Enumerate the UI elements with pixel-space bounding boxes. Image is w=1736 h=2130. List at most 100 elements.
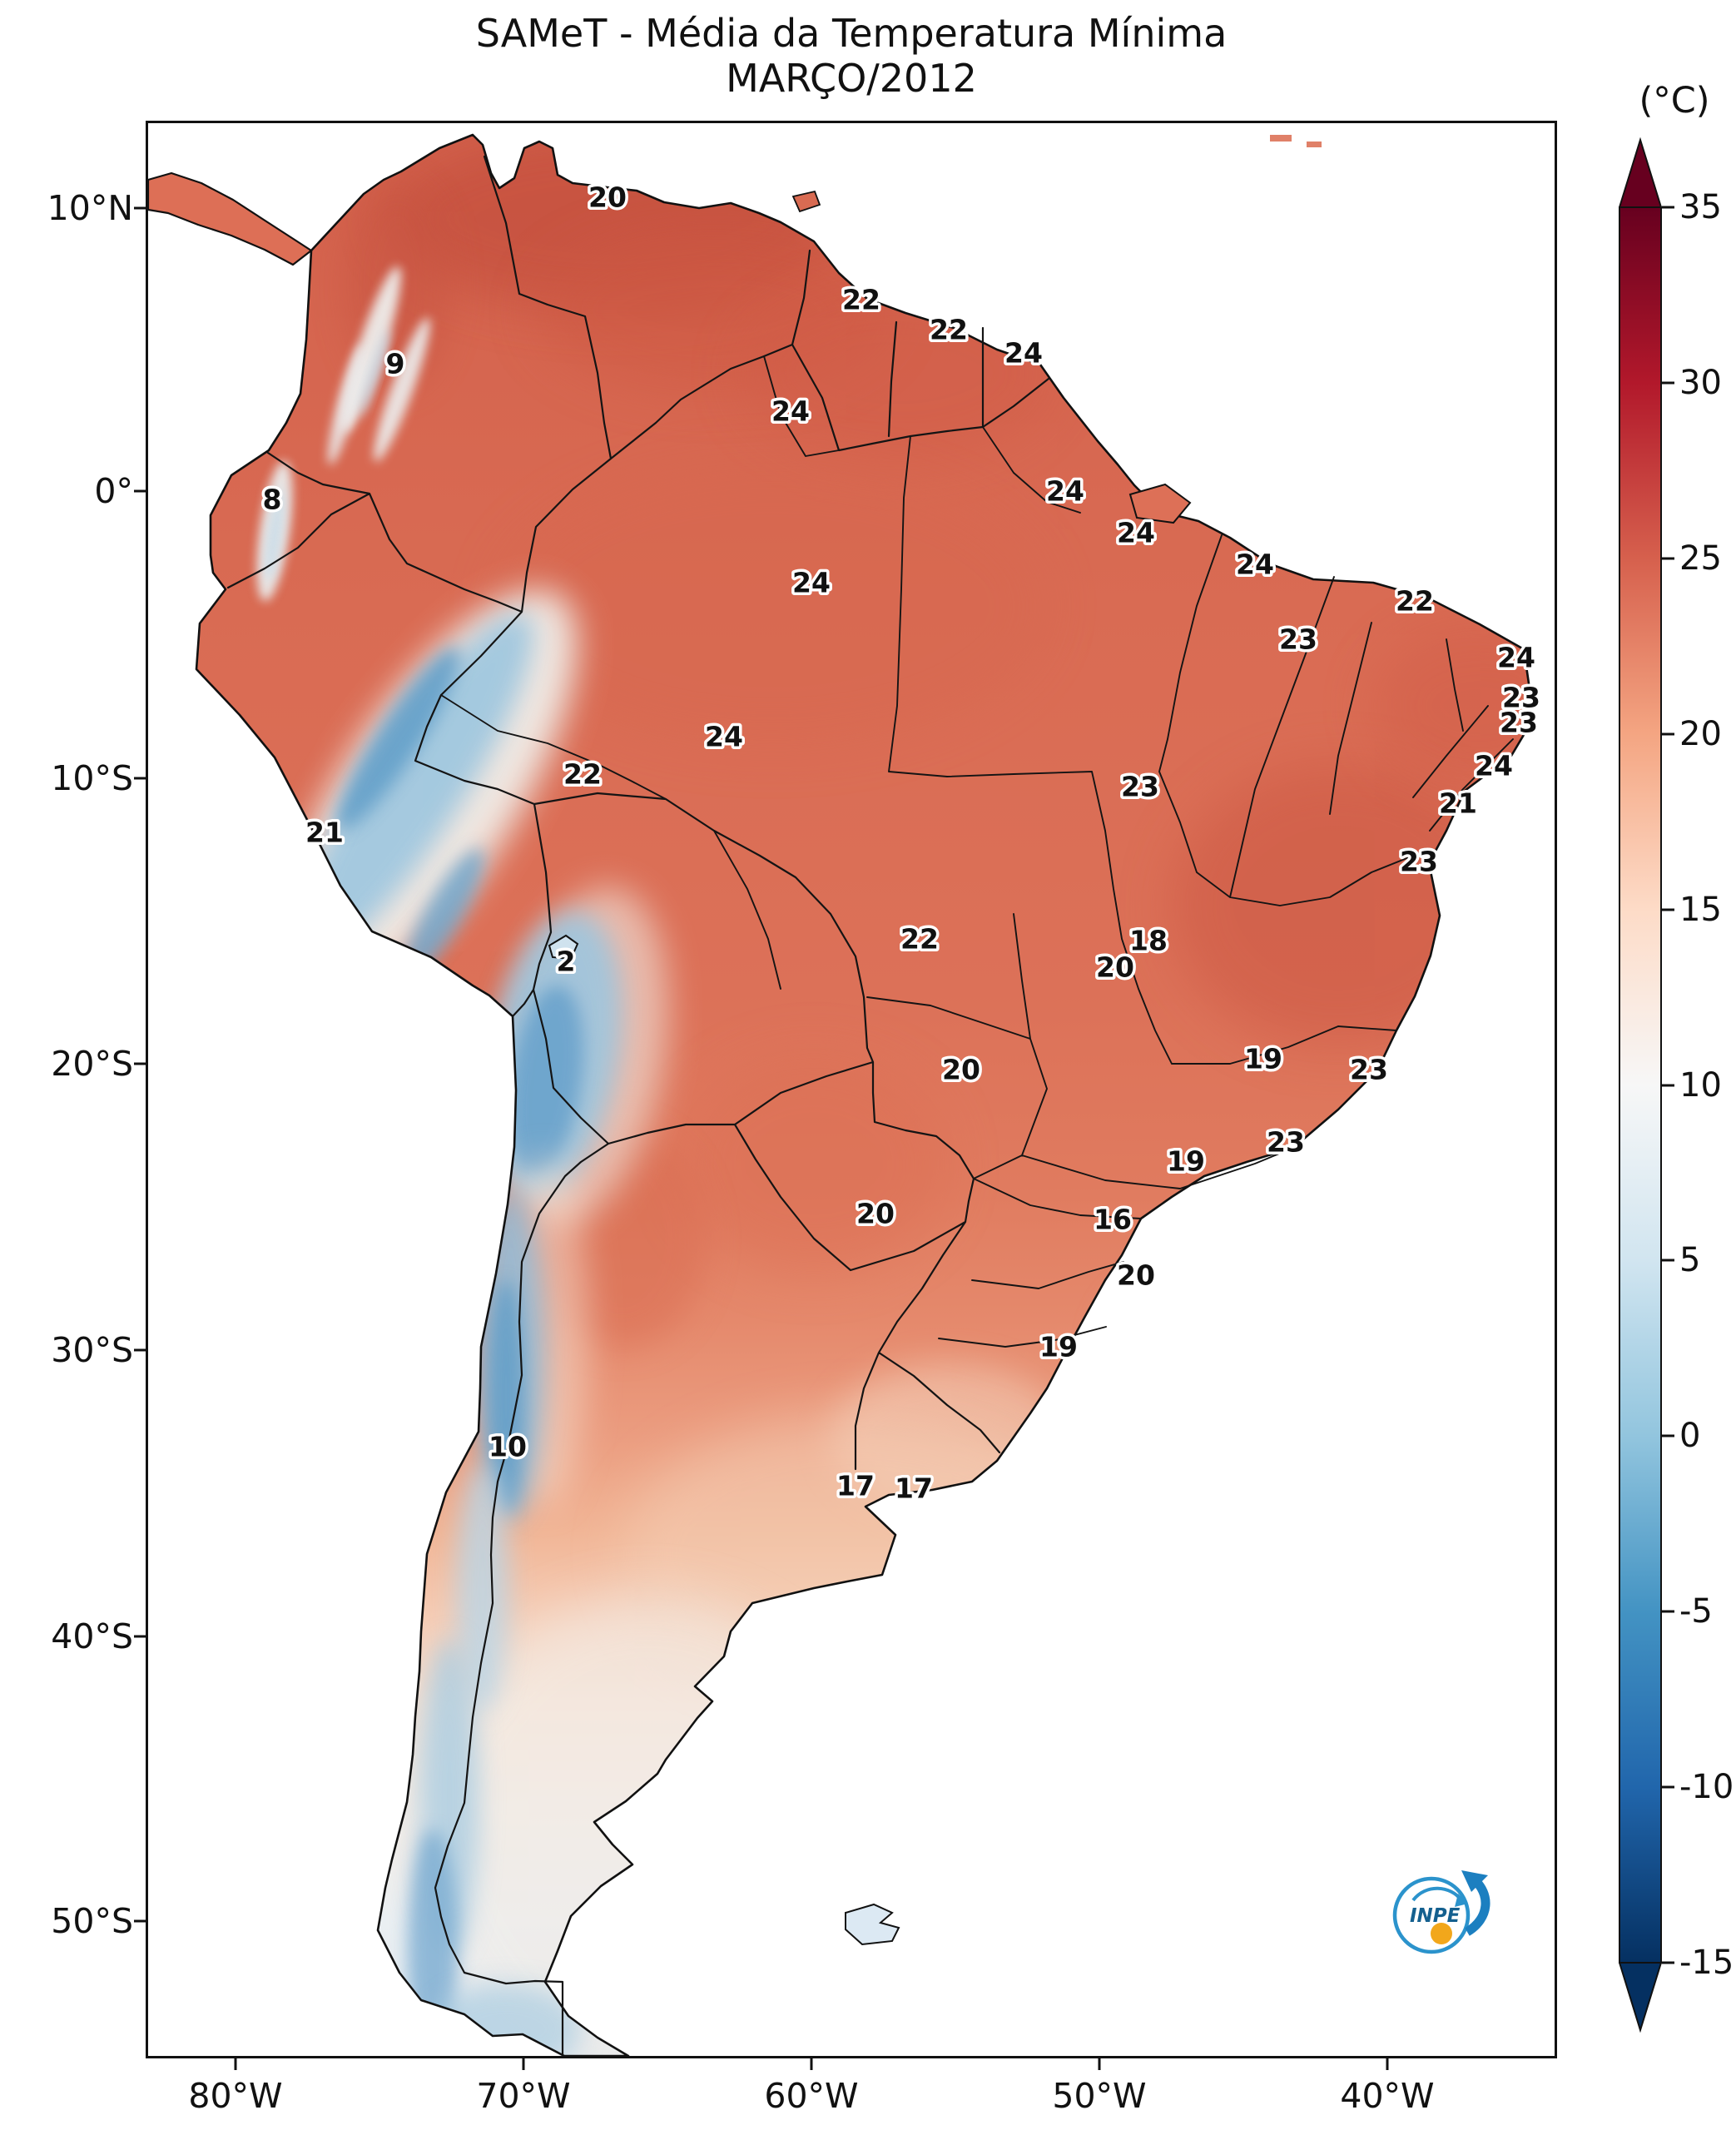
lat-tick-label: 40°S	[51, 1616, 133, 1656]
temperature-label: 22	[842, 284, 880, 316]
lat-tick-label: 10°N	[47, 188, 133, 228]
lon-tick-label: 70°W	[476, 2076, 571, 2116]
lat-tick-label: 50°S	[51, 1901, 133, 1941]
lon-tickmark	[522, 2058, 525, 2070]
colorbar-tickmark	[1662, 1961, 1674, 1964]
temperature-label: 10	[489, 1431, 527, 1463]
temperature-label: 23	[1400, 846, 1438, 878]
lon-tick-label: 60°W	[764, 2076, 859, 2116]
temperature-label: 8	[263, 484, 282, 516]
colorbar-tick-label: 5	[1679, 1241, 1701, 1280]
lon-tick-label: 80°W	[188, 2076, 283, 2116]
temperature-label: 19	[1039, 1331, 1078, 1363]
temperature-label: 17	[895, 1472, 933, 1505]
temperature-label: 22	[900, 923, 939, 956]
colorbar-tickmark	[1662, 1785, 1674, 1789]
colorbar-tickmark	[1662, 381, 1674, 385]
lat-tickmark	[134, 1062, 146, 1065]
temperature-label: 16	[1094, 1204, 1132, 1236]
lon-tickmark	[234, 2058, 237, 2070]
temperature-label: 24	[1117, 517, 1155, 549]
colorbar-over-arrow	[1619, 137, 1662, 208]
inpe-logo: INPE	[1392, 1870, 1490, 1954]
colorbar-tick-label: 10	[1679, 1065, 1722, 1105]
panama-strip	[148, 171, 313, 266]
colorbar-gradient	[1619, 206, 1662, 1964]
lat-tickmark	[134, 1919, 146, 1923]
temperature-label: 23	[1121, 771, 1159, 803]
continent-temperature-field	[196, 135, 1532, 2056]
inpe-logo-arrowhead	[1461, 1870, 1488, 1892]
temperature-label: 19	[1167, 1145, 1205, 1178]
lon-tickmark	[810, 2058, 813, 2070]
temperature-label: 20	[942, 1054, 980, 1086]
trinidad-island	[791, 190, 821, 213]
temperature-label: 24	[705, 721, 743, 753]
temperature-label: 24	[1497, 642, 1535, 674]
colorbar-tickmark	[1662, 1259, 1674, 1262]
temperature-label: 21	[305, 817, 344, 849]
lon-tickmark	[1386, 2058, 1389, 2070]
temperature-label: 22	[930, 314, 968, 346]
temperature-label: 20	[588, 181, 627, 214]
falkland-islands	[845, 1903, 900, 1946]
temperature-label: 24	[792, 567, 831, 599]
lat-tickmark	[134, 777, 146, 780]
lat-tick-label: 10°S	[51, 758, 133, 798]
temperature-label: 24	[771, 395, 810, 428]
temperature-label: 22	[563, 758, 602, 791]
colorbar-tick-label: -15	[1679, 1944, 1734, 1982]
inpe-logo-circle	[1392, 1876, 1471, 1954]
temperature-label: 18	[1129, 925, 1168, 957]
colorbar-unit-label: (°C)	[1639, 80, 1710, 122]
colorbar-tickmark	[1662, 557, 1674, 560]
temperature-label: 17	[836, 1470, 875, 1502]
temperature-label: 24	[1236, 549, 1274, 581]
temperature-label: 24	[1046, 475, 1084, 508]
temperature-label: 23	[1350, 1054, 1388, 1086]
inpe-logo-swirl-arrowhead	[1455, 1894, 1468, 1907]
colorbar-tick-label: 0	[1679, 1417, 1701, 1456]
lat-tick-label: 20°S	[51, 1044, 133, 1084]
colorbar-tickmark	[1662, 1084, 1674, 1086]
temperature-label: 23	[1502, 682, 1540, 714]
lat-tickmark	[134, 206, 146, 210]
inpe-logo-orange-dot	[1431, 1923, 1452, 1944]
temperature-label: 21	[1439, 787, 1477, 820]
colorbar-tick-label: -5	[1679, 1592, 1713, 1631]
colorbar-tick-label: 20	[1679, 714, 1722, 753]
temperature-label: 9	[386, 348, 405, 380]
temperature-label: 20	[1117, 1259, 1155, 1292]
lake-titicaca	[548, 934, 579, 961]
temperature-label: 24	[1004, 337, 1043, 370]
lat-tickmark	[134, 1635, 146, 1638]
temperature-label: 2	[557, 946, 576, 978]
colorbar	[1619, 137, 1662, 2033]
temperature-label: 20	[856, 1198, 895, 1230]
marajo-island	[1128, 483, 1192, 524]
temperature-label: 19	[1244, 1043, 1282, 1075]
lat-tick-label: 30°S	[51, 1330, 133, 1370]
inpe-logo-swirl	[1411, 1886, 1463, 1902]
temperature-label: 23	[1267, 1126, 1305, 1159]
colorbar-tickmark	[1662, 1610, 1674, 1613]
temperature-label: 23	[1500, 707, 1538, 739]
colorbar-tick-label: 30	[1679, 363, 1722, 402]
colorbar-tick-label: 15	[1679, 890, 1722, 929]
lat-tickmark	[134, 1348, 146, 1352]
inpe-logo-text: INPE	[1410, 1905, 1461, 1927]
colorbar-tickmark	[1662, 1434, 1674, 1437]
temperature-label: 20	[1096, 951, 1134, 984]
colorbar-tick-label: 35	[1679, 188, 1722, 226]
page-subtitle: MARÇO/2012	[726, 56, 977, 101]
lat-tick-label: 0°	[94, 471, 133, 511]
colorbar-under-arrow	[1619, 1962, 1662, 2033]
page-title: SAMeT - Média da Temperatura Mínima	[475, 11, 1228, 56]
colorbar-tickmark	[1662, 732, 1674, 736]
temperature-label: 23	[1279, 623, 1317, 656]
temperature-label: 24	[1475, 750, 1513, 782]
lon-tickmark	[1098, 2058, 1101, 2070]
